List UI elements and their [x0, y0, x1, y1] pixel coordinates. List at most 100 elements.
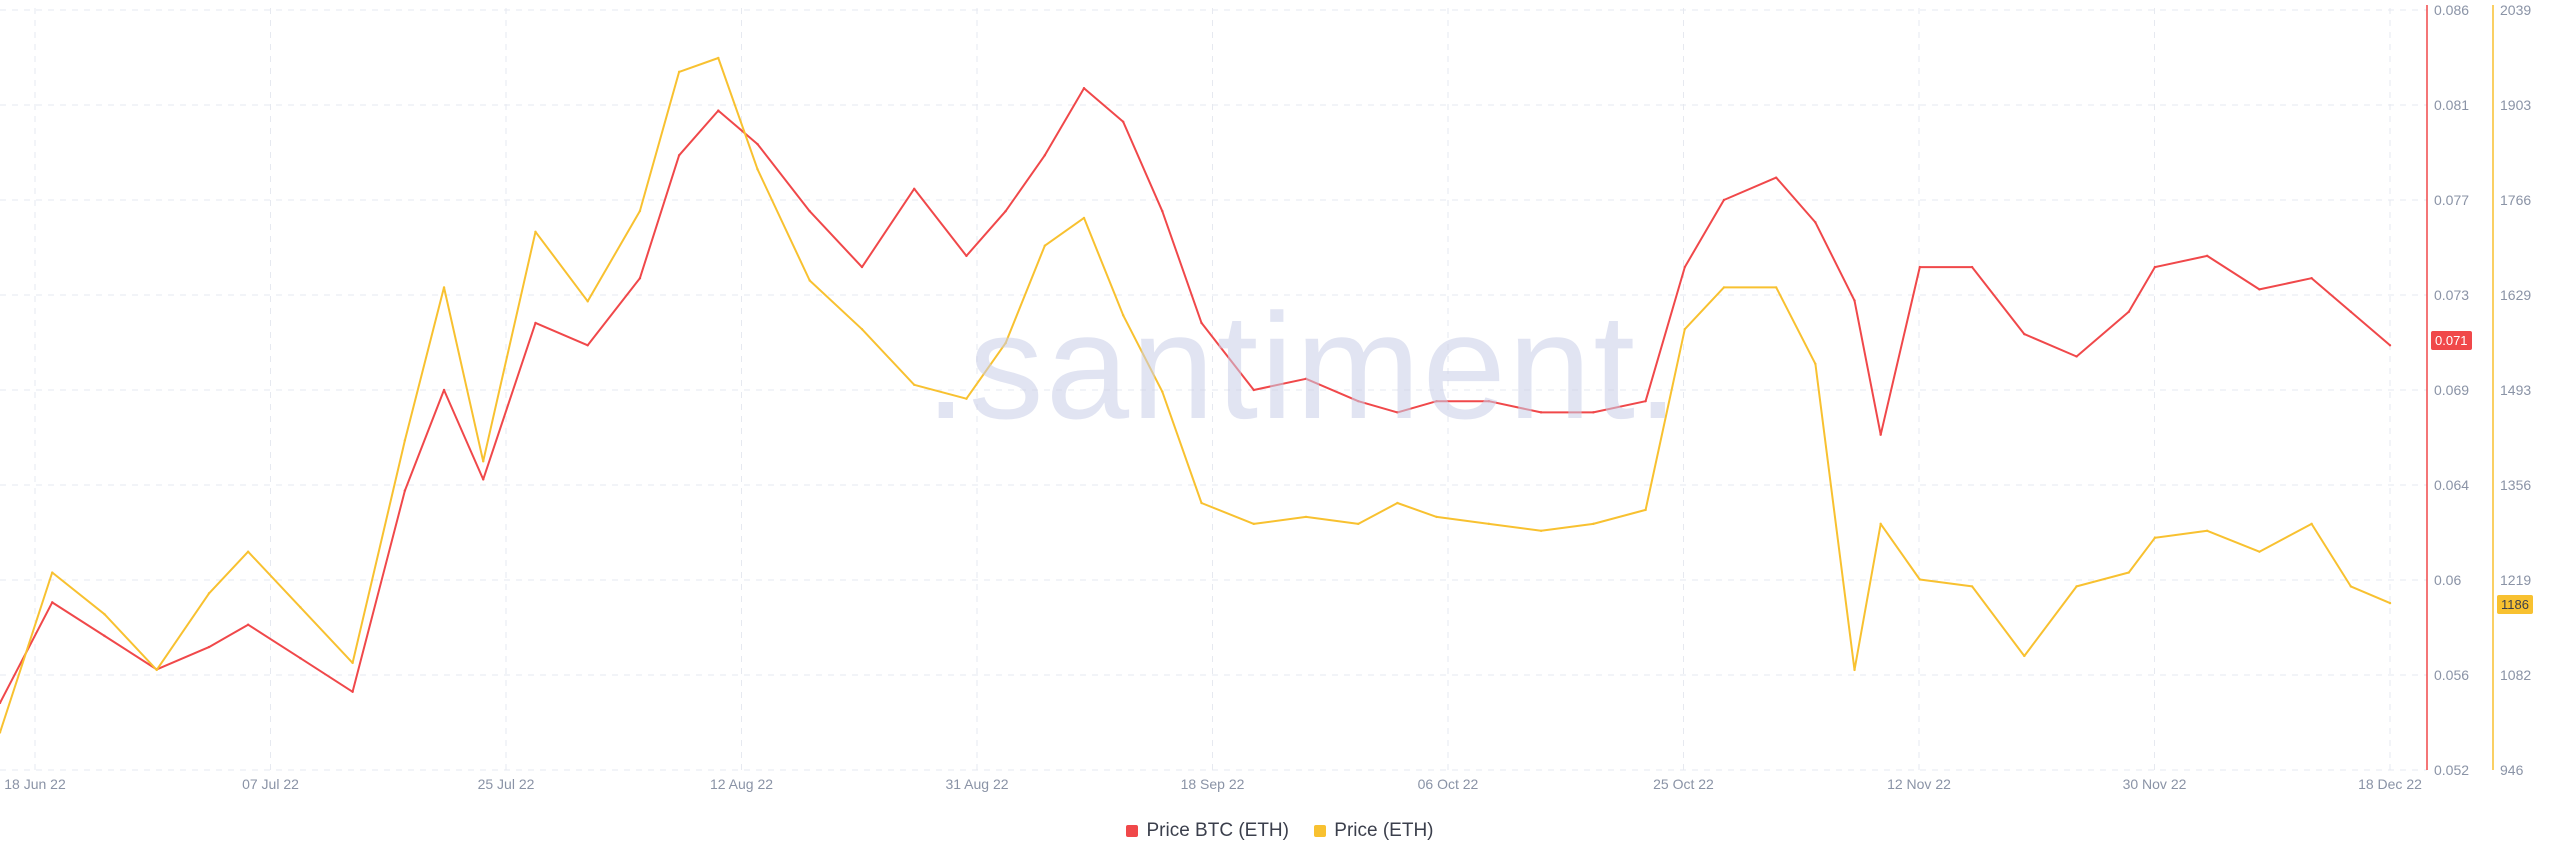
data-point-eth	[717, 56, 720, 60]
data-point-btc	[534, 321, 537, 325]
data-point-eth	[442, 286, 446, 289]
data-point-btc	[756, 142, 759, 146]
data-point-eth	[1592, 522, 1595, 526]
x-tick-label: 06 Oct 22	[1418, 776, 1479, 792]
x-tick-label: 31 Aug 22	[945, 776, 1008, 792]
data-point-eth	[1043, 244, 1047, 247]
data-point-btc	[1683, 265, 1686, 269]
left-y-tick-label: 0.086	[2434, 2, 2469, 18]
data-point-eth	[1121, 314, 1125, 317]
legend-swatch-eth	[1314, 825, 1327, 837]
data-point-btc	[965, 254, 968, 258]
data-point-btc	[2388, 344, 2392, 347]
data-point-eth	[1082, 216, 1086, 220]
legend: Price BTC (ETH) Price (ETH)	[0, 820, 2560, 843]
data-point-btc	[1487, 399, 1491, 403]
right-y-tick-label: 1903	[2500, 97, 2531, 113]
right-y-tick-label: 1356	[2500, 477, 2531, 493]
data-point-eth	[155, 668, 158, 672]
data-point-btc	[1357, 399, 1360, 403]
data-point-eth	[586, 300, 589, 303]
data-point-btc	[299, 657, 302, 660]
left-y-tick-label: 0.081	[2434, 97, 2469, 113]
left-y-tick-label: 0.069	[2434, 382, 2469, 398]
axes	[2426, 5, 2494, 770]
data-point-eth	[1683, 327, 1686, 331]
data-point-btc	[1252, 388, 1255, 392]
data-point-eth	[1918, 578, 1922, 581]
data-point-btc	[403, 489, 407, 492]
data-point-btc	[638, 277, 642, 280]
data-point-btc	[1879, 433, 1882, 436]
right-y-tick-label: 2039	[2500, 2, 2531, 18]
data-point-eth	[1357, 522, 1360, 526]
data-point-eth	[2075, 585, 2078, 588]
data-point-eth	[534, 230, 537, 234]
left-y-tick-label: 0.052	[2434, 762, 2469, 778]
data-point-eth	[2023, 654, 2026, 658]
data-point-eth	[51, 571, 54, 574]
data-point-btc	[1853, 299, 1856, 302]
data-point-btc	[2258, 288, 2261, 291]
data-point-eth	[860, 327, 864, 331]
x-tick-label: 30 Nov 22	[2123, 776, 2187, 792]
data-point-btc	[2349, 310, 2353, 313]
data-point-eth	[1970, 585, 1974, 588]
legend-item-btc[interactable]: Price BTC (ETH)	[1126, 820, 1289, 842]
left-y-tick-label: 0.064	[2434, 477, 2469, 493]
x-tick-label: 25 Jul 22	[478, 776, 535, 792]
data-point-eth	[913, 383, 916, 386]
data-point-eth	[299, 606, 302, 609]
grid	[0, 8, 2427, 772]
data-point-btc	[1435, 399, 1438, 403]
data-point-btc	[717, 109, 720, 112]
data-point-eth	[1200, 501, 1203, 505]
left-y-tick-label: 0.06	[2434, 572, 2461, 588]
left-y-tick-label: 0.073	[2434, 287, 2469, 303]
data-point-btc	[1200, 321, 1203, 325]
data-point-btc	[1592, 411, 1595, 414]
data-point-eth	[246, 550, 250, 553]
right-y-tick-label: 1082	[2500, 667, 2531, 683]
data-point-btc	[1396, 411, 1399, 414]
legend-item-eth[interactable]: Price (ETH)	[1314, 820, 1434, 842]
legend-label-btc: Price BTC (ETH)	[1146, 820, 1289, 841]
right-axis-ticks: 2039 1903 1766 1629 1493 1356 1219 1082 946	[2500, 2, 2531, 778]
data-point-eth	[1004, 341, 1007, 345]
data-point-btc	[351, 690, 354, 693]
right-y-tick-label: 1629	[2500, 287, 2531, 303]
data-point-eth	[0, 731, 2, 734]
legend-label-eth: Price (ETH)	[1334, 820, 1434, 841]
right-y-tick-label: 1219	[2500, 572, 2531, 588]
data-point-eth	[1539, 529, 1543, 533]
left-axis-ticks: 0.086 0.081 0.077 0.073 0.069 0.064 0.06 0.056 0…	[2434, 2, 2469, 778]
data-point-btc	[103, 634, 106, 638]
data-point-eth	[1774, 286, 1778, 289]
x-tick-label: 25 Oct 22	[1653, 776, 1714, 792]
data-point-eth	[207, 592, 211, 595]
series-layer	[0, 56, 2392, 734]
left-y-tick-label: 0.056	[2434, 667, 2469, 683]
right-y-tick-label: 1766	[2500, 192, 2531, 208]
data-point-btc	[1539, 411, 1543, 414]
x-tick-label: 12 Nov 22	[1887, 776, 1951, 792]
data-point-btc	[0, 701, 2, 705]
data-point-eth	[103, 613, 106, 616]
data-point-btc	[2205, 254, 2209, 258]
data-point-btc	[2075, 355, 2078, 358]
data-point-eth	[2349, 585, 2353, 588]
x-tick-label: 07 Jul 22	[242, 776, 299, 792]
data-point-eth	[2153, 536, 2157, 539]
eth-last-value-badge: 1186	[2497, 595, 2533, 614]
x-tick-label: 18 Sep 22	[1181, 776, 1245, 792]
data-point-btc	[482, 478, 485, 481]
data-point-eth	[756, 168, 759, 171]
data-point-eth	[1722, 286, 1726, 289]
data-point-btc	[1970, 265, 1974, 269]
data-point-btc	[51, 601, 54, 604]
data-point-eth	[677, 70, 681, 74]
data-point-eth	[2388, 601, 2392, 605]
data-point-eth	[965, 397, 968, 400]
data-point-eth	[351, 661, 354, 665]
